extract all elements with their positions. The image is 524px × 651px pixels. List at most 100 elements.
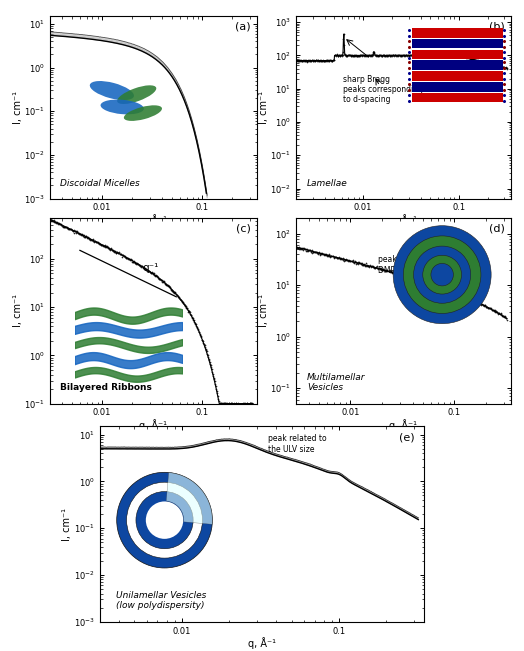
Point xyxy=(50,215,59,225)
Point xyxy=(402,49,410,60)
Point xyxy=(451,271,459,281)
Point xyxy=(176,294,184,305)
Point xyxy=(489,305,497,316)
Point xyxy=(312,248,321,258)
Point xyxy=(396,269,404,279)
Point xyxy=(443,50,451,61)
Point xyxy=(154,271,162,282)
Point xyxy=(391,268,399,279)
Point xyxy=(432,280,440,290)
Point xyxy=(73,227,81,237)
Point xyxy=(413,50,421,61)
Point xyxy=(300,56,308,66)
Y-axis label: I, cm⁻¹: I, cm⁻¹ xyxy=(13,91,23,124)
Point xyxy=(449,266,457,276)
Point xyxy=(332,50,341,61)
Point xyxy=(345,50,353,61)
Point xyxy=(75,229,83,239)
Point xyxy=(465,293,474,303)
Point xyxy=(471,55,479,65)
Point xyxy=(338,50,346,61)
Point xyxy=(231,398,239,409)
Point xyxy=(490,60,498,70)
Point xyxy=(403,272,411,283)
Point xyxy=(306,55,314,66)
Point xyxy=(493,60,501,70)
Point xyxy=(242,398,250,409)
Point xyxy=(161,279,170,290)
Point xyxy=(457,50,465,61)
Point xyxy=(307,246,315,256)
Point xyxy=(488,59,497,69)
Point xyxy=(155,274,163,284)
Point xyxy=(313,55,321,66)
Point xyxy=(394,49,402,60)
Point xyxy=(459,290,467,301)
Point xyxy=(464,53,473,63)
Point xyxy=(348,50,356,61)
Point xyxy=(436,51,445,61)
Point xyxy=(453,50,462,61)
Point xyxy=(490,305,499,316)
Point xyxy=(444,50,453,61)
Point xyxy=(118,250,127,260)
Point xyxy=(487,303,495,313)
Point xyxy=(435,283,443,293)
Point xyxy=(386,266,394,277)
Point xyxy=(411,51,420,61)
Point xyxy=(236,398,244,409)
Point xyxy=(466,293,474,303)
Point xyxy=(434,50,442,61)
Point xyxy=(392,267,400,277)
Point xyxy=(213,386,221,396)
Point xyxy=(361,51,369,61)
Point xyxy=(475,55,484,66)
Point xyxy=(161,279,169,289)
Point xyxy=(460,51,468,61)
Text: Multilamellar
Vesicles: Multilamellar Vesicles xyxy=(307,373,365,393)
Point xyxy=(220,398,228,409)
Point xyxy=(119,251,128,261)
Point xyxy=(403,50,411,61)
Point xyxy=(418,275,426,286)
Point xyxy=(182,303,190,313)
Point xyxy=(179,299,188,309)
Point xyxy=(432,50,440,61)
Point xyxy=(326,55,335,66)
Point xyxy=(247,398,256,409)
Point xyxy=(310,56,319,66)
Point xyxy=(313,55,322,66)
Point xyxy=(484,303,492,313)
Point xyxy=(185,307,194,318)
Point xyxy=(112,247,121,258)
Point xyxy=(304,55,312,66)
Point xyxy=(465,53,473,64)
Point xyxy=(181,301,190,312)
Point xyxy=(456,50,464,61)
Point xyxy=(80,230,88,240)
Point xyxy=(70,227,79,238)
Point xyxy=(52,218,61,229)
Point xyxy=(486,59,495,69)
Point xyxy=(323,250,332,260)
Point xyxy=(144,266,152,276)
Point xyxy=(50,216,58,227)
Point xyxy=(341,50,350,61)
Point xyxy=(140,263,148,273)
Point xyxy=(241,398,249,409)
Point xyxy=(409,50,418,61)
Text: (d): (d) xyxy=(488,224,505,234)
Point xyxy=(399,270,408,281)
Point xyxy=(366,49,375,60)
Point xyxy=(315,56,324,66)
Point xyxy=(358,260,367,270)
Point xyxy=(503,314,511,325)
Point xyxy=(433,51,442,61)
Point xyxy=(308,55,316,65)
Point xyxy=(95,239,104,249)
Point xyxy=(56,219,64,229)
Point xyxy=(323,55,332,65)
Point xyxy=(493,60,501,70)
Point xyxy=(327,251,335,262)
Point xyxy=(400,51,409,61)
